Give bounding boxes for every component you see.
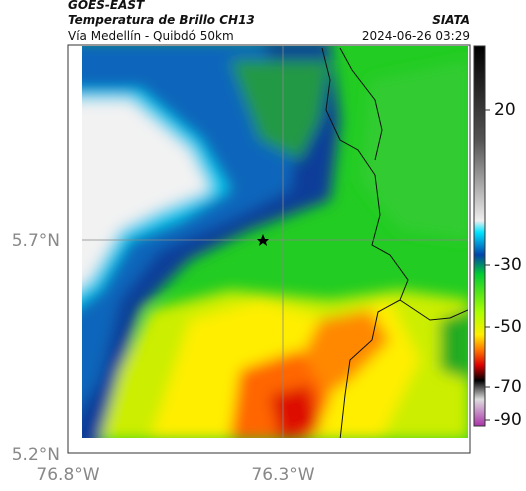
lon-label: 76.3°W [251,465,314,485]
colorbar-tick-label: -70 [494,377,522,397]
source: SIATA [432,13,470,27]
lat-label: 5.2°N [12,445,60,465]
colorbar-tick-label: -50 [494,317,522,337]
subtitle: Vía Medellín - Quibdó 50km [68,29,234,43]
timestamp: 2024-06-26 03:29 [362,29,470,43]
brightness-field [82,46,468,438]
lat-label: 5.7°N [12,231,60,251]
colorbar-tick-label: 20 [494,100,516,120]
colorbar-ticks [485,109,490,421]
colorbar-tick-label: -30 [494,255,522,275]
colorbar-tick-label: -90 [494,410,522,430]
title: Temperatura de Brillo CH13 [68,13,255,27]
colorbar [473,45,486,427]
satellite: GOES-EAST [68,0,145,12]
lon-label: 76.8°W [36,465,99,485]
